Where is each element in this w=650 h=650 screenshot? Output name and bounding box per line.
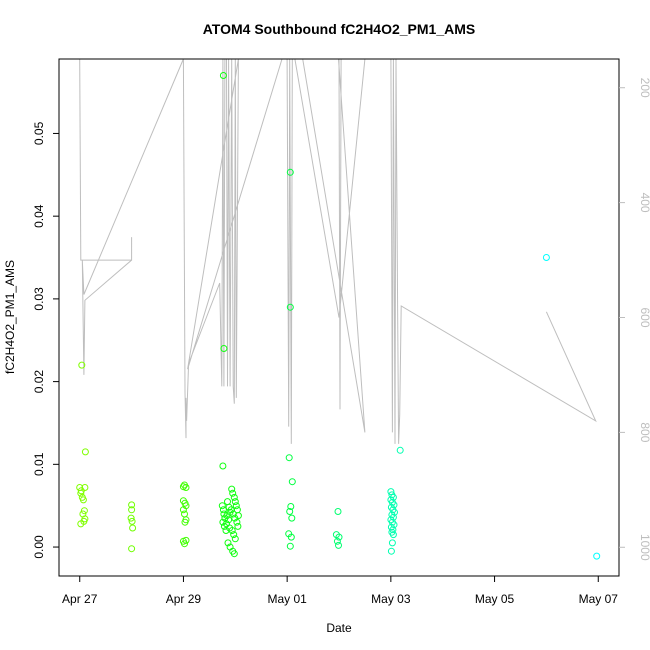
data-point xyxy=(388,539,396,547)
data-point xyxy=(335,533,343,541)
line-series-path xyxy=(79,58,597,444)
data-point xyxy=(228,485,236,493)
data-point xyxy=(220,345,228,352)
x-axis-label: Date xyxy=(326,621,352,635)
data-point xyxy=(128,501,136,509)
data-point xyxy=(224,539,232,547)
data-point xyxy=(234,522,242,530)
data-point xyxy=(179,506,187,514)
y-axis-label: fC2H4O2_PM1_AMS xyxy=(3,260,17,374)
data-point xyxy=(81,484,89,491)
data-point xyxy=(285,454,293,462)
data-point xyxy=(233,518,241,526)
data-point xyxy=(181,510,188,518)
data-point xyxy=(387,547,395,555)
data-point xyxy=(78,361,86,369)
data-point xyxy=(182,484,190,491)
data-point xyxy=(219,72,227,79)
x-tick-label: May 05 xyxy=(475,592,515,606)
data-point xyxy=(224,498,231,506)
data-point xyxy=(288,478,296,486)
data-point xyxy=(230,550,238,558)
data-point xyxy=(334,508,342,515)
y-axis: 0.00 0.01 0.02 0.03 0.04 0.05 xyxy=(32,121,59,559)
data-point xyxy=(387,488,395,496)
data-point xyxy=(77,489,85,497)
data-point xyxy=(233,506,241,514)
data-point xyxy=(219,462,227,470)
x-tick-label: Apr 27 xyxy=(62,592,98,606)
y-tick-label: 0.05 xyxy=(32,121,46,145)
data-point xyxy=(335,541,342,549)
data-point xyxy=(128,517,136,525)
data-point xyxy=(219,506,227,514)
data-point xyxy=(286,508,294,515)
data-point xyxy=(286,542,294,550)
y-tick-label: 0.03 xyxy=(32,287,46,311)
right-tick-label: 800 xyxy=(638,422,650,442)
data-point xyxy=(229,489,237,497)
data-point xyxy=(80,507,88,515)
data-point xyxy=(223,512,231,520)
data-point xyxy=(389,531,397,539)
data-point xyxy=(77,520,85,528)
data-point xyxy=(181,518,189,526)
x-tick-label: Apr 29 xyxy=(166,592,202,606)
chart-title: ATOM4 Southbound fC2H4O2_PM1_AMS xyxy=(203,21,476,37)
data-point xyxy=(396,446,404,454)
right-axis-line-series xyxy=(79,58,597,444)
data-point xyxy=(287,503,295,510)
data-point xyxy=(129,524,137,532)
data-point xyxy=(79,496,87,504)
right-tick-label: 400 xyxy=(638,193,650,213)
y-tick-label: 0.04 xyxy=(32,204,46,228)
data-point xyxy=(232,502,240,510)
right-axis: 200 400 600 800 1000 xyxy=(619,78,650,561)
right-tick-label: 1000 xyxy=(638,534,650,561)
data-point xyxy=(226,524,234,532)
data-point xyxy=(182,536,190,544)
x-tick-label: May 03 xyxy=(371,592,411,606)
data-point xyxy=(286,168,294,176)
data-point xyxy=(230,493,238,501)
x-tick-label: May 07 xyxy=(579,592,619,606)
data-point xyxy=(234,512,242,520)
right-tick-label: 200 xyxy=(638,78,650,98)
data-point xyxy=(219,518,227,526)
data-point xyxy=(225,516,233,524)
x-axis: Apr 27 Apr 29 May 01 May 03 May 05 May 07 xyxy=(62,576,618,606)
y-tick-label: 0.01 xyxy=(32,452,46,476)
data-point xyxy=(81,448,89,456)
y-tick-label: 0.00 xyxy=(32,535,46,559)
data-point xyxy=(128,506,136,514)
right-tick-label: 600 xyxy=(638,307,650,327)
data-point xyxy=(231,535,239,543)
data-point xyxy=(593,552,601,560)
data-point xyxy=(181,540,188,548)
data-point xyxy=(287,533,295,541)
data-point xyxy=(230,531,238,539)
y-tick-label: 0.02 xyxy=(32,370,46,394)
data-point xyxy=(333,537,341,545)
data-point xyxy=(127,514,135,522)
data-point xyxy=(542,254,550,261)
data-point xyxy=(79,510,87,518)
data-point xyxy=(231,498,239,506)
scatter-points xyxy=(76,72,601,560)
data-point xyxy=(288,514,296,522)
data-point xyxy=(218,502,226,510)
data-point xyxy=(128,545,136,553)
data-point xyxy=(286,303,294,311)
x-tick-label: May 01 xyxy=(267,592,307,606)
